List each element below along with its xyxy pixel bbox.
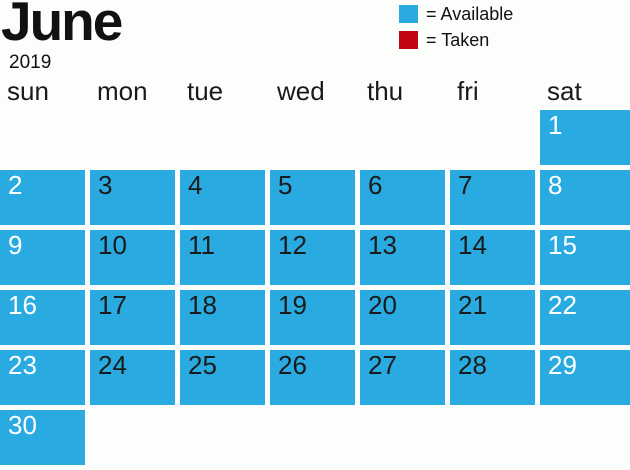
day-number: 11: [188, 230, 215, 260]
day-number: 18: [188, 290, 217, 320]
legend-item-taken: = Taken: [399, 29, 513, 51]
day-cell-11[interactable]: 11: [180, 230, 265, 285]
day-number: 21: [458, 290, 487, 320]
day-cell-2[interactable]: 2: [0, 170, 85, 225]
day-cell-10[interactable]: 10: [90, 230, 175, 285]
day-cell-27[interactable]: 27: [360, 350, 445, 405]
day-number: 5: [278, 170, 293, 200]
weekday-tue: tue: [187, 76, 224, 106]
day-number: 26: [278, 350, 307, 380]
day-cell-29[interactable]: 29: [540, 350, 630, 405]
day-number: 1: [548, 110, 563, 140]
weekday-thu: thu: [367, 76, 404, 106]
taken-swatch-icon: [399, 31, 418, 49]
day-number: 7: [458, 170, 473, 200]
weekday-fri: fri: [457, 76, 479, 106]
year-label: 2019: [9, 52, 52, 73]
day-cell-28[interactable]: 28: [450, 350, 535, 405]
day-number: 23: [8, 350, 37, 380]
day-cell-3[interactable]: 3: [90, 170, 175, 225]
day-number: 8: [548, 170, 563, 200]
legend: = Available = Taken: [399, 3, 513, 55]
day-cell-20[interactable]: 20: [360, 290, 445, 345]
day-cell-25[interactable]: 25: [180, 350, 265, 405]
day-number: 15: [548, 230, 577, 260]
available-swatch-icon: [399, 5, 418, 23]
day-number: 6: [368, 170, 383, 200]
day-cell-26[interactable]: 26: [270, 350, 355, 405]
day-number: 9: [8, 230, 23, 260]
day-cell-1[interactable]: 1: [540, 110, 630, 165]
day-cell-23[interactable]: 23: [0, 350, 85, 405]
day-number: 13: [368, 230, 397, 260]
legend-taken-label: = Taken: [426, 29, 490, 50]
day-number: 16: [8, 290, 37, 320]
day-number: 20: [368, 290, 397, 320]
weekday-sat: sat: [547, 76, 582, 106]
day-cell-18[interactable]: 18: [180, 290, 265, 345]
day-number: 19: [278, 290, 307, 320]
day-number: 4: [188, 170, 203, 200]
day-cell-5[interactable]: 5: [270, 170, 355, 225]
day-cell-19[interactable]: 19: [270, 290, 355, 345]
day-number: 22: [548, 290, 577, 320]
day-cell-12[interactable]: 12: [270, 230, 355, 285]
day-cell-24[interactable]: 24: [90, 350, 175, 405]
day-number: 3: [98, 170, 113, 200]
day-cell-15[interactable]: 15: [540, 230, 630, 285]
day-number: 2: [8, 170, 23, 200]
day-cell-8[interactable]: 8: [540, 170, 630, 225]
day-cell-7[interactable]: 7: [450, 170, 535, 225]
day-number: 12: [278, 230, 307, 260]
day-number: 14: [458, 230, 487, 260]
day-cell-9[interactable]: 9: [0, 230, 85, 285]
legend-item-available: = Available: [399, 3, 513, 25]
day-cell-30[interactable]: 30: [0, 410, 85, 465]
day-cell-16[interactable]: 16: [0, 290, 85, 345]
day-number: 30: [8, 410, 37, 440]
weekday-mon: mon: [97, 76, 148, 106]
day-number: 17: [98, 290, 127, 320]
weekday-sun: sun: [7, 76, 49, 106]
day-cell-6[interactable]: 6: [360, 170, 445, 225]
day-number: 10: [98, 230, 127, 260]
weekday-header: sun mon tue wed thu fri sat: [0, 77, 630, 106]
day-number: 25: [188, 350, 217, 380]
day-cell-22[interactable]: 22: [540, 290, 630, 345]
day-number: 28: [458, 350, 487, 380]
month-title: June: [1, 0, 123, 52]
legend-available-label: = Available: [426, 3, 514, 24]
day-number: 24: [98, 350, 127, 380]
day-number: 29: [548, 350, 577, 380]
day-cell-17[interactable]: 17: [90, 290, 175, 345]
calendar-grid: 1 2 3 4 5 6 7 8 9 10 11 12 13 14 15 16 17 18 19 20 21 22 23 24 2…: [0, 110, 630, 470]
day-cell-4[interactable]: 4: [180, 170, 265, 225]
day-number: 27: [368, 350, 397, 380]
day-cell-14[interactable]: 14: [450, 230, 535, 285]
weekday-wed: wed: [277, 76, 325, 106]
day-cell-21[interactable]: 21: [450, 290, 535, 345]
day-cell-13[interactable]: 13: [360, 230, 445, 285]
